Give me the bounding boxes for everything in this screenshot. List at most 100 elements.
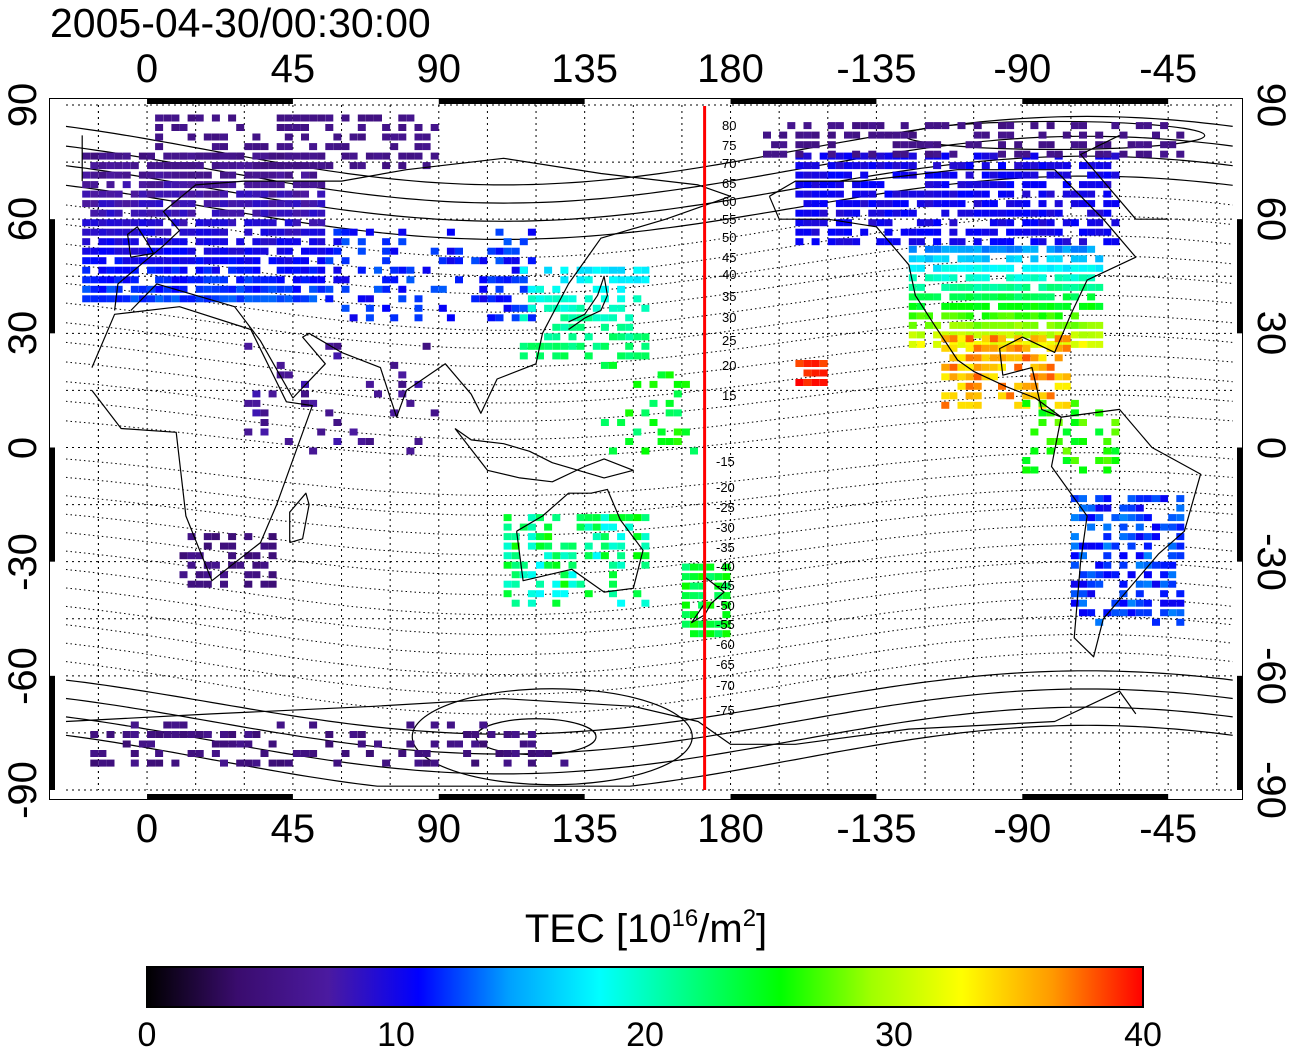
tec-cell [236, 209, 245, 217]
tec-cell [276, 276, 285, 284]
tec-cell [106, 190, 115, 198]
tec-cell [811, 228, 820, 236]
tec-cell [973, 274, 982, 282]
tec-cell [1160, 609, 1169, 617]
tec-cell [925, 181, 933, 189]
tec-cell [1103, 238, 1112, 246]
tec-cell [957, 293, 966, 301]
tec-cell [203, 571, 212, 579]
top-tick-label: 0 [135, 47, 159, 91]
tec-cell [325, 342, 334, 350]
tec-cell [276, 759, 285, 767]
tec-cell [1006, 209, 1015, 217]
tec-cell [973, 363, 982, 371]
tec-cell [1014, 331, 1023, 339]
tec-cell [795, 162, 804, 170]
tec-cell [341, 304, 350, 312]
tec-cell [600, 523, 609, 531]
axis-bar [1237, 675, 1243, 790]
tec-cell [617, 295, 626, 303]
tec-cell [1095, 219, 1104, 227]
tec-cell [106, 238, 115, 246]
tec-cell [536, 750, 544, 757]
coastline [289, 492, 310, 544]
tec-cell [325, 285, 334, 293]
tec-cell [998, 219, 1006, 227]
tec-cell [244, 181, 253, 189]
tec-cell [552, 599, 561, 607]
tec-cell [925, 245, 933, 253]
tec-cell [406, 447, 415, 455]
tec-cell [1022, 466, 1031, 474]
tec-cell [1038, 302, 1047, 310]
tec-cell [916, 141, 925, 149]
tec-cell [114, 266, 123, 274]
tec-cell [179, 295, 188, 303]
tec-cell [1038, 190, 1047, 198]
tec-cell [260, 200, 269, 208]
tec-cell [1054, 171, 1063, 179]
tec-cell [973, 340, 982, 348]
tec-cell [1046, 141, 1055, 149]
tec-cell [900, 228, 909, 236]
tec-cell [220, 285, 228, 293]
tec-cell [1006, 392, 1015, 400]
tec-cell [1079, 122, 1087, 130]
tec-cell [284, 124, 293, 131]
tec-cell [333, 342, 342, 350]
tec-cell [106, 162, 115, 170]
tec-cell [244, 219, 253, 227]
tec-cell [268, 209, 277, 217]
tec-cell [260, 419, 269, 426]
tec-cell [868, 219, 877, 227]
mlat-label: 55 [722, 212, 737, 227]
tec-cell [908, 274, 917, 282]
tec-cell [698, 582, 707, 590]
tec-cell [519, 285, 528, 293]
tec-cell [1103, 447, 1112, 455]
tec-cell [455, 257, 463, 265]
tec-cell [973, 122, 982, 130]
tec-cell [908, 238, 917, 246]
tec-cell [260, 162, 269, 170]
coastline [65, 690, 1137, 745]
tec-cell [933, 228, 942, 236]
tec-cell [681, 563, 690, 571]
tec-cell [114, 152, 123, 160]
tec-cell [633, 552, 642, 560]
tec-cell [673, 409, 682, 417]
tec-cell [981, 162, 990, 170]
tec-cell [884, 209, 893, 217]
tec-cell [203, 181, 212, 189]
tec-cell [228, 171, 237, 179]
tec-cell [1022, 457, 1031, 464]
tec-cell [179, 209, 188, 217]
tec-cell [495, 285, 504, 293]
tec-cell [430, 409, 439, 417]
tec-cell [1168, 523, 1177, 531]
tec-cell [568, 580, 577, 588]
tec-cell [609, 580, 617, 588]
tec-cell [479, 276, 488, 284]
tec-cell [552, 561, 561, 569]
tec-cell [519, 266, 528, 274]
tec-cell [341, 114, 350, 122]
tec-cell [122, 295, 131, 303]
tec-cell [374, 390, 382, 398]
tec-cell [252, 390, 261, 398]
tec-cell [503, 514, 512, 522]
tec-cell [236, 257, 245, 265]
tec-cell [609, 333, 617, 341]
mlat-label: 60 [722, 194, 737, 209]
tec-cell [1062, 171, 1071, 179]
tec-cell [925, 200, 933, 208]
tec-cell [1046, 122, 1055, 130]
tec-cell [941, 274, 950, 282]
tec-cell [138, 200, 147, 208]
tec-cell [244, 247, 253, 255]
tec-cell [276, 114, 285, 122]
tec-cell [795, 360, 804, 367]
tec-cell [860, 162, 869, 170]
tec-cell [236, 759, 245, 767]
